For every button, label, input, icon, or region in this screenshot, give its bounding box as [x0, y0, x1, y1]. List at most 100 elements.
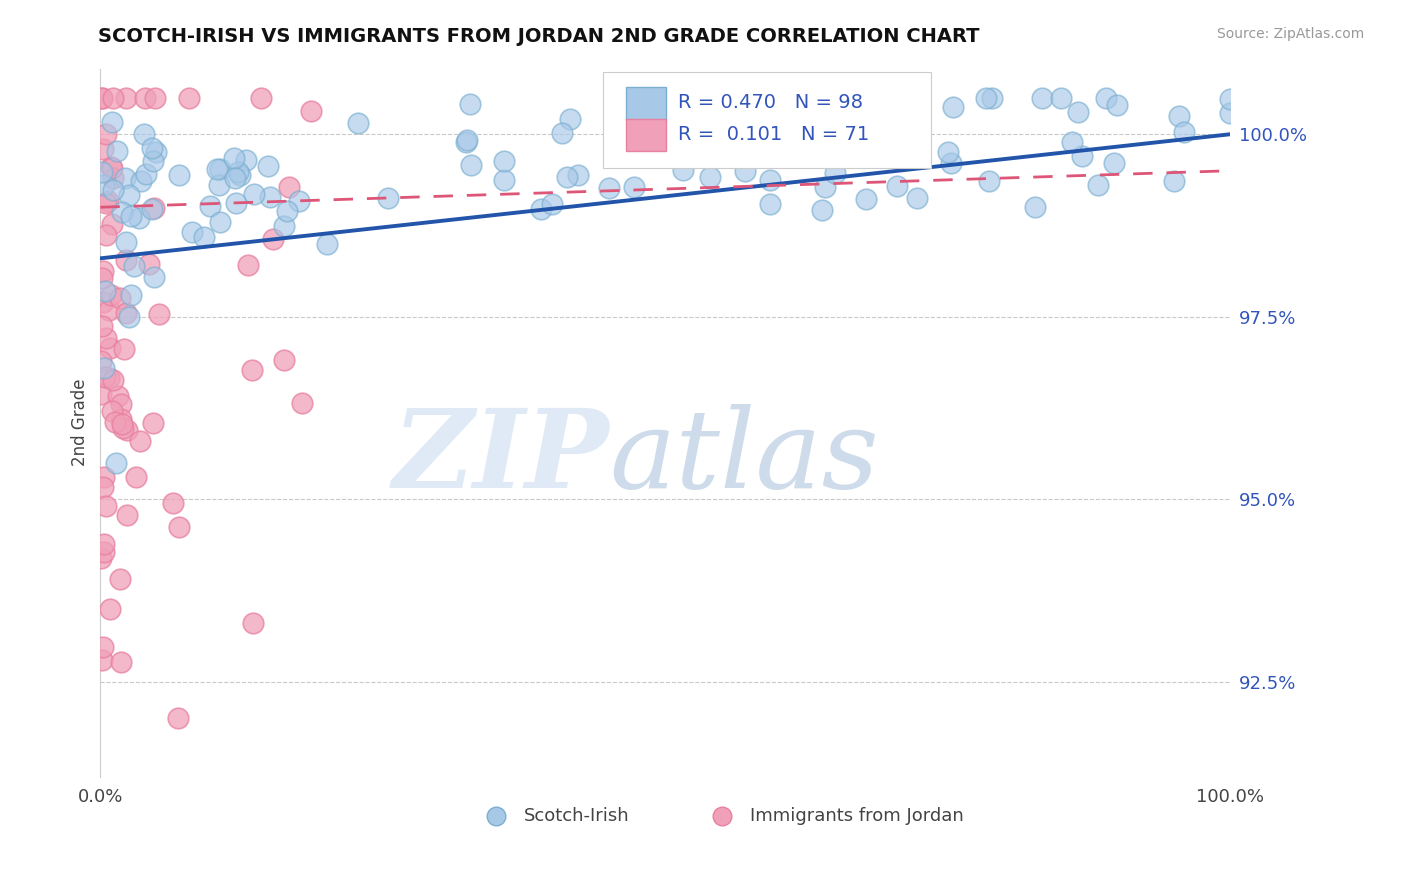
Point [110, 397, 132, 411]
Point [530, 202, 553, 216]
Point [273, 352, 295, 367]
Point [259, 189, 281, 203]
Point [167, 520, 190, 534]
Point [193, 230, 215, 244]
Point [134, 128, 156, 142]
Point [100, 160, 122, 174]
Point [91, 653, 114, 667]
Point [315, 237, 337, 252]
Point [120, 288, 142, 302]
Point [226, 164, 249, 178]
Point [142, 153, 165, 168]
Text: atlas: atlas [609, 404, 879, 512]
Point [97, 194, 120, 208]
Point [346, 116, 368, 130]
Point [242, 615, 264, 630]
Point [91, 91, 114, 105]
Point [456, 135, 478, 149]
Point [91, 264, 114, 278]
Point [128, 434, 150, 448]
Point [143, 201, 166, 215]
Point [107, 389, 129, 403]
Point [814, 180, 837, 194]
Point [208, 161, 231, 176]
Point [169, 168, 191, 182]
Point [93, 360, 115, 375]
Point [1049, 91, 1071, 105]
Point [1173, 125, 1195, 139]
Text: Scotch-Irish: Scotch-Irish [524, 806, 630, 824]
Point [96, 499, 118, 513]
Point [148, 307, 170, 321]
Point [103, 91, 125, 105]
Text: R = 0.470   N = 98: R = 0.470 N = 98 [678, 93, 863, 112]
Point [90, 91, 112, 105]
Point [672, 162, 695, 177]
Point [1168, 110, 1191, 124]
Point [1066, 105, 1088, 120]
Point [180, 225, 202, 239]
Point [93, 536, 115, 550]
Point [124, 259, 146, 273]
Point [1087, 178, 1109, 193]
Point [734, 164, 756, 178]
Point [205, 162, 228, 177]
Point [90, 550, 112, 565]
Point [91, 270, 114, 285]
Point [142, 416, 165, 430]
FancyBboxPatch shape [603, 72, 931, 168]
Point [90, 387, 112, 401]
Point [654, 132, 676, 146]
Point [198, 199, 221, 213]
Point [110, 655, 132, 669]
Point [101, 115, 124, 129]
Point [905, 191, 928, 205]
Point [100, 217, 122, 231]
Point [456, 133, 478, 147]
Point [974, 91, 997, 105]
Point [143, 270, 166, 285]
Point [162, 496, 184, 510]
Point [143, 91, 166, 105]
Point [623, 180, 645, 194]
Point [942, 100, 965, 114]
Point [811, 203, 834, 218]
Text: R =  0.101   N = 71: R = 0.101 N = 71 [678, 125, 869, 144]
Point [936, 145, 959, 160]
Point [458, 96, 481, 111]
Point [262, 232, 284, 246]
Point [1219, 106, 1241, 120]
Point [1163, 174, 1185, 188]
Text: Immigrants from Jordan: Immigrants from Jordan [749, 806, 965, 824]
Point [98, 601, 121, 615]
Point [1102, 156, 1125, 170]
Point [103, 183, 125, 197]
Point [257, 159, 280, 173]
Point [111, 421, 134, 435]
Point [222, 151, 245, 165]
Point [98, 341, 121, 355]
Point [94, 227, 117, 242]
Point [243, 187, 266, 202]
Point [93, 284, 115, 298]
Text: Source: ZipAtlas.com: Source: ZipAtlas.com [1216, 27, 1364, 41]
Point [1071, 149, 1094, 163]
Point [555, 169, 578, 184]
Point [117, 508, 139, 522]
Point [1024, 200, 1046, 214]
Point [492, 172, 515, 186]
Point [115, 235, 138, 249]
Point [128, 211, 150, 225]
Point [108, 291, 131, 305]
Point [939, 156, 962, 170]
Point [134, 91, 156, 105]
Point [759, 173, 782, 187]
Point [101, 404, 124, 418]
Point [101, 161, 124, 176]
Point [824, 165, 846, 179]
Point [103, 373, 125, 387]
Point [208, 178, 231, 193]
Point [141, 202, 163, 216]
Point [129, 174, 152, 188]
Point [291, 396, 314, 410]
